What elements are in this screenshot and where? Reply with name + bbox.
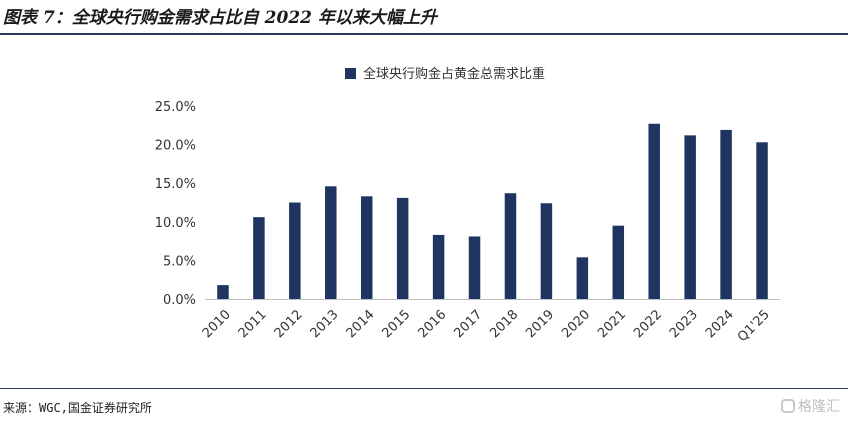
x-tick-label: 2016 (415, 307, 449, 341)
x-tick-label: 2018 (487, 307, 521, 341)
x-tick-label: 2011 (236, 307, 270, 341)
source-note: 来源：WGC,国金证券研究所 (3, 401, 152, 415)
y-tick-label: 25.0% (155, 100, 196, 115)
bottom-rule (0, 388, 848, 389)
bars (217, 123, 768, 299)
bar (540, 203, 553, 299)
bar (720, 129, 732, 299)
x-axis: 2010 2011 2012 2013 2014 2015 2016 2017 2018 2019… (200, 299, 780, 345)
legend-label: 全球央行购金占黄金总需求比重 (363, 66, 545, 82)
bar (289, 202, 301, 299)
y-tick-label: 20.0% (155, 139, 196, 154)
x-tick-label: 2020 (559, 307, 593, 341)
x-tick-label: 2021 (595, 307, 629, 341)
bar (325, 186, 337, 299)
x-tick-label: 2015 (379, 307, 413, 341)
bar (432, 234, 445, 299)
x-tick-label: 2017 (451, 307, 485, 341)
x-tick-label: 2014 (344, 307, 378, 341)
x-tick-label: 2019 (523, 307, 557, 341)
bar (612, 225, 625, 299)
bar-chart: 全球央行购金占黄金总需求比重 0.0% 5.0% 10.0% 15.0% 20.0% 25… (155, 66, 780, 345)
y-tick-label: 5.0% (163, 254, 196, 269)
watermark-text: 格隆汇 (798, 399, 840, 415)
legend: 全球央行购金占黄金总需求比重 (345, 66, 545, 82)
bar (576, 257, 589, 299)
bar (217, 285, 229, 299)
bar (253, 217, 265, 299)
bar (504, 193, 517, 299)
figure-title: 图表 7：全球央行购金需求占比自 2022 年以来大幅上升 (3, 8, 437, 28)
y-axis: 0.0% 5.0% 10.0% 15.0% 20.0% 25.0% (155, 100, 196, 308)
watermark-logo-icon (781, 399, 795, 413)
x-tick-label: 2010 (200, 307, 234, 341)
legend-swatch (345, 68, 356, 79)
bar (468, 236, 481, 299)
x-tick-label: 2024 (703, 307, 737, 341)
top-rule (0, 33, 848, 35)
x-tick-label: 2022 (631, 307, 665, 341)
y-tick-label: 10.0% (155, 216, 196, 231)
x-tick-label: 2013 (308, 307, 342, 341)
x-tick-label: 2012 (272, 307, 306, 341)
x-tick-label: 2023 (667, 307, 701, 341)
bar (396, 197, 409, 299)
bar (684, 135, 696, 299)
watermark: 格隆汇 (781, 396, 840, 416)
bar (648, 123, 660, 299)
bar (360, 196, 373, 299)
bar (756, 142, 768, 299)
x-tick-label: Q1'25 (735, 307, 773, 345)
y-tick-label: 0.0% (163, 293, 196, 308)
y-tick-label: 15.0% (155, 177, 196, 192)
